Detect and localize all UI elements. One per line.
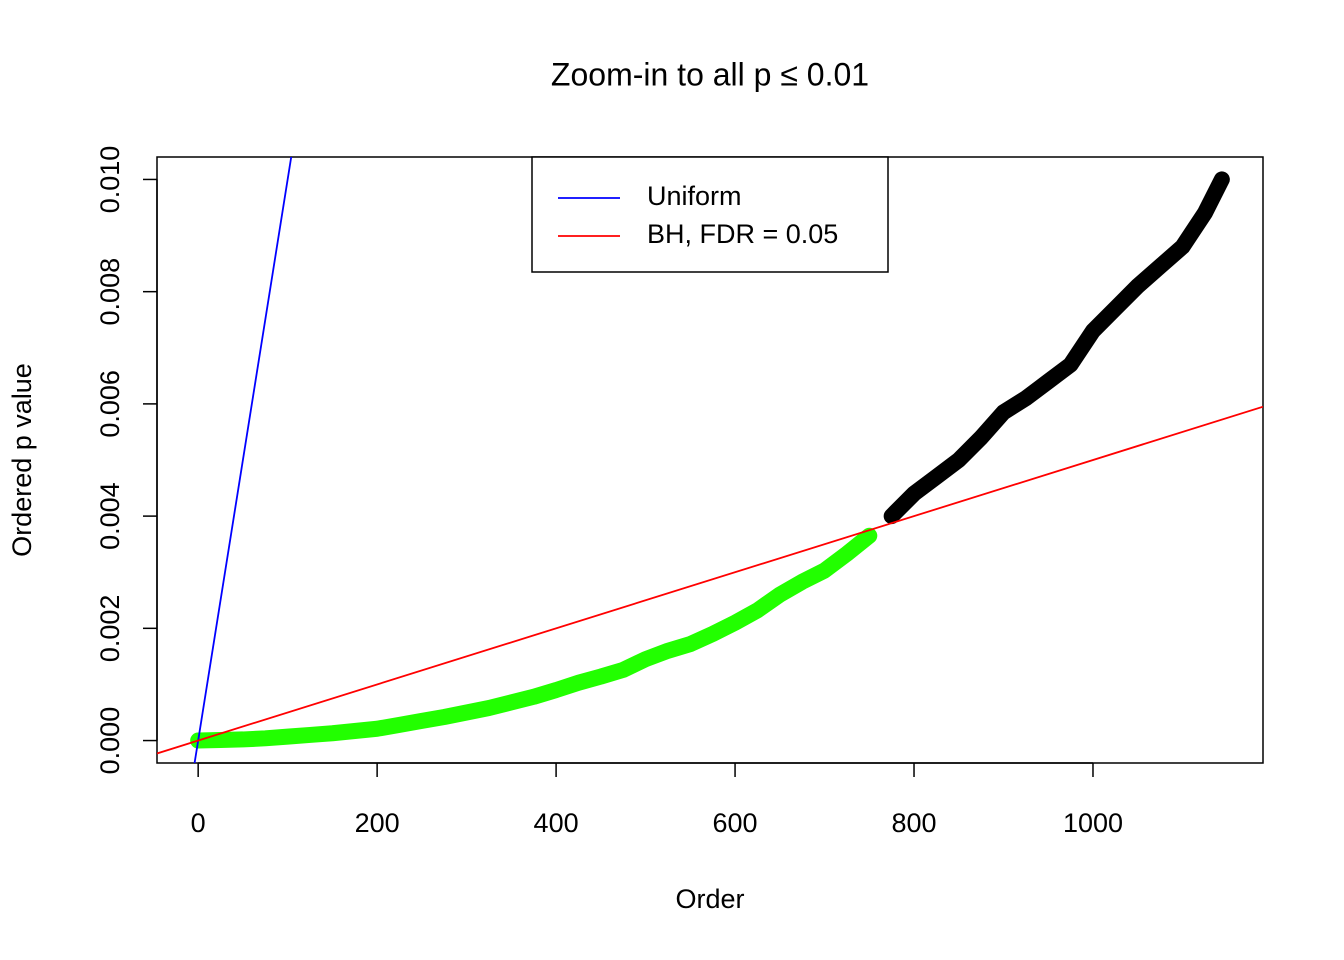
- y-axis-label: Ordered p value: [7, 363, 37, 557]
- y-tick-label: 0.008: [95, 258, 125, 326]
- y-tick-label: 0.006: [95, 370, 125, 438]
- y-tick-label: 0.000: [95, 707, 125, 775]
- x-tick-label: 800: [891, 808, 936, 838]
- reference-line: [157, 405, 1263, 755]
- chart-title: Zoom-in to all p ≤ 0.01: [551, 56, 869, 92]
- x-tick-label: 400: [534, 808, 579, 838]
- point-series: [883, 171, 1230, 525]
- y-tick-label: 0.002: [95, 595, 125, 663]
- y-tick-label: 0.010: [95, 146, 125, 214]
- legend-label: BH, FDR = 0.05: [647, 219, 838, 249]
- y-tick-label: 0.004: [95, 482, 125, 550]
- x-tick-label: 200: [355, 808, 400, 838]
- legend-label: Uniform: [647, 181, 742, 211]
- x-axis-label: Order: [675, 884, 744, 914]
- point-series: [190, 527, 878, 749]
- x-tick-label: 0: [191, 808, 206, 838]
- legend-box: [531, 156, 889, 273]
- x-tick-label: 600: [713, 808, 758, 838]
- x-tick-label: 1000: [1063, 808, 1123, 838]
